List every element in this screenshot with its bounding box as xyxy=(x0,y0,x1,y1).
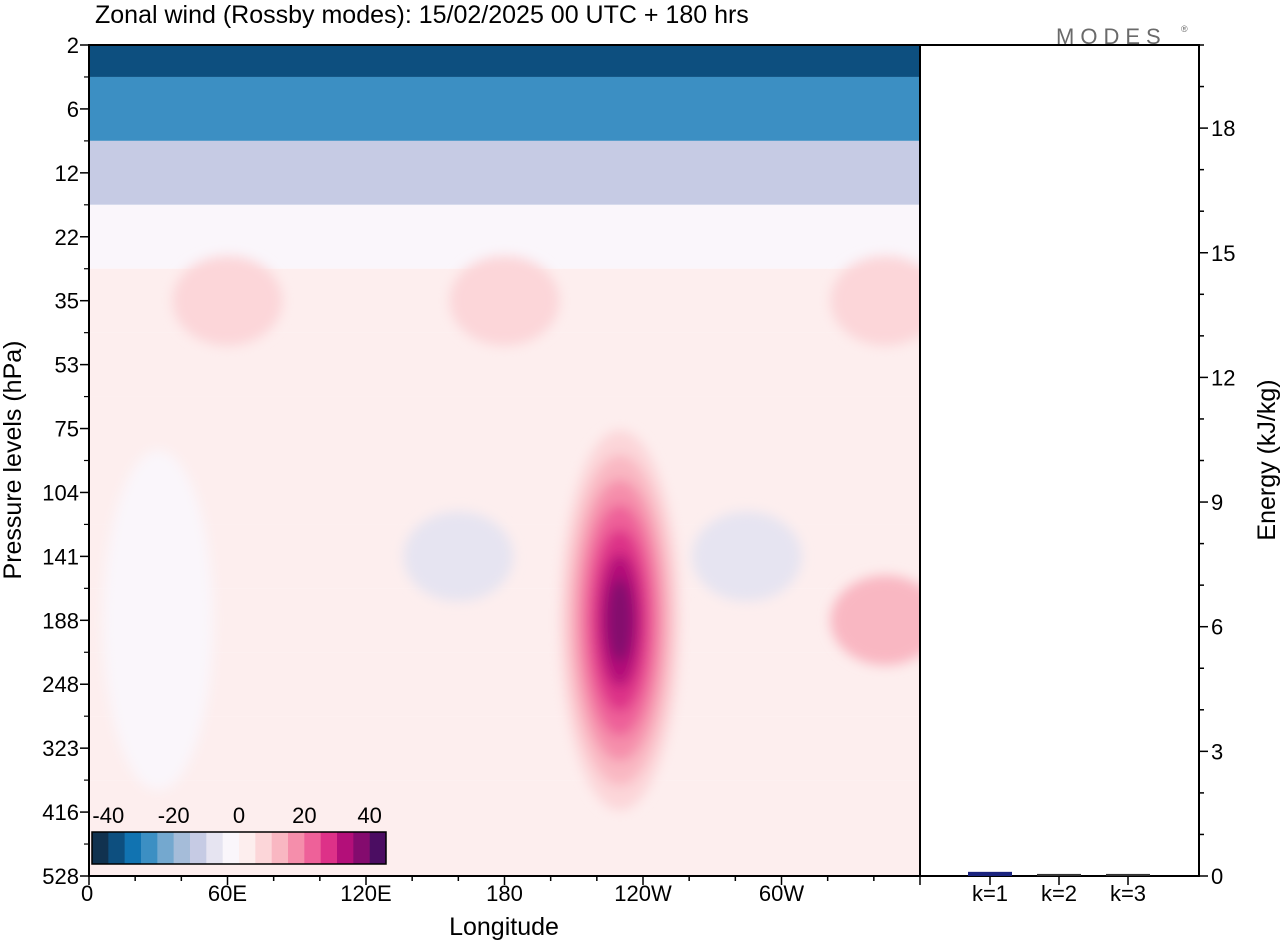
mode-axis: k=1 k=2 k=3 xyxy=(972,876,1146,906)
contour-field xyxy=(89,45,920,876)
pressure-tick-label: 75 xyxy=(55,417,79,442)
field-band xyxy=(89,460,920,525)
colorbar-cell xyxy=(108,832,125,864)
energy-bars xyxy=(968,871,1150,876)
pressure-tick-label: 528 xyxy=(42,864,79,889)
mode-tick-label: k=1 xyxy=(972,881,1008,906)
colorbar-cell xyxy=(157,832,174,864)
x-axis-label: Longitude xyxy=(449,913,559,941)
longitude-tick-label: 60W xyxy=(759,881,804,906)
field-feature xyxy=(691,511,802,602)
field-feature xyxy=(606,578,634,663)
energy-tick-label: 15 xyxy=(1211,241,1235,266)
energy-axis: 0 3 6 9 12 15 18 xyxy=(1199,44,1235,889)
pressure-tick-label: 22 xyxy=(55,225,79,250)
energy-axis-label: Energy (kJ/kg) xyxy=(1253,379,1280,540)
energy-tick-label: 18 xyxy=(1211,116,1235,141)
field-band xyxy=(89,716,920,781)
colorbar-cell xyxy=(288,832,305,864)
energy-tick-label: 9 xyxy=(1211,490,1223,515)
field-feature xyxy=(830,575,920,666)
longitude-tick-label: 0 xyxy=(81,881,93,906)
pressure-tick-label: 6 xyxy=(67,97,79,122)
colorbar-tick-label: 0 xyxy=(233,803,245,828)
y-axis-label: Pressure levels (hPa) xyxy=(0,341,27,580)
colorbar-cell xyxy=(190,832,207,864)
colorbar-tick-label: 20 xyxy=(292,803,316,828)
colorbar-cell xyxy=(222,832,240,864)
field-band xyxy=(89,588,920,653)
field-band xyxy=(89,396,920,461)
field-feature xyxy=(449,255,560,346)
energy-bar xyxy=(1106,873,1150,876)
colorbar-cell xyxy=(337,832,354,864)
mode-tick-label: k=3 xyxy=(1110,881,1146,906)
mode-tick-label: k=2 xyxy=(1041,881,1077,906)
pressure-axis: 2 6 12 22 35 53 75 104 141 188 248 323 416 528 xyxy=(42,33,89,889)
energy-tick-label: 12 xyxy=(1211,365,1235,390)
longitude-tick-label: 120W xyxy=(614,881,672,906)
field-band xyxy=(89,652,920,717)
colorbar-cell xyxy=(304,832,321,864)
colorbar-frame xyxy=(91,831,387,865)
longitude-axis: 0 60E 120E 180 120W 60W xyxy=(81,876,921,906)
longitude-tick-label: 60E xyxy=(208,881,247,906)
pressure-tick-label: 141 xyxy=(42,544,79,569)
colorbar: -40 -20 0 20 40 xyxy=(91,803,387,865)
field-feature xyxy=(830,255,920,346)
colorbar-cell xyxy=(320,832,338,864)
pressure-tick-label: 416 xyxy=(42,800,79,825)
field-band xyxy=(89,140,920,205)
pressure-tick-label: 2 xyxy=(67,33,79,58)
field-feature xyxy=(172,255,283,346)
energy-panel-frame xyxy=(919,44,1200,877)
logo-mark: ® xyxy=(1181,24,1188,34)
longitude-tick-label: 120E xyxy=(340,881,391,906)
energy-bar xyxy=(968,871,1012,876)
field-feature xyxy=(103,450,214,791)
pressure-tick-label: 12 xyxy=(55,161,79,186)
colorbar-cell xyxy=(141,832,158,864)
energy-tick-label: 0 xyxy=(1211,864,1223,889)
chart-title: Zonal wind (Rossby modes): 15/02/2025 00… xyxy=(95,1,749,29)
field-band xyxy=(89,76,920,141)
colorbar-cell xyxy=(353,832,370,864)
colorbar-cell xyxy=(124,832,142,864)
colorbar-cell xyxy=(369,832,387,864)
energy-tick-label: 3 xyxy=(1211,739,1223,764)
field-feature xyxy=(403,511,514,602)
colorbar-tick-label: -20 xyxy=(158,803,190,828)
colorbar-cell xyxy=(255,832,272,864)
colorbar-cell xyxy=(92,832,109,864)
pressure-tick-label: 53 xyxy=(55,353,79,378)
pressure-tick-label: 323 xyxy=(42,736,79,761)
pressure-tick-label: 104 xyxy=(42,480,79,505)
colorbar-tick-label: 40 xyxy=(357,803,381,828)
colorbar-cell xyxy=(173,832,191,864)
longitude-tick-label: 180 xyxy=(486,881,523,906)
field-band xyxy=(89,45,920,77)
colorbar-cell xyxy=(239,832,256,864)
energy-bar xyxy=(1037,873,1081,876)
colorbar-tick-label: -40 xyxy=(92,803,124,828)
pressure-tick-label: 188 xyxy=(42,608,79,633)
colorbar-cell xyxy=(271,832,289,864)
pressure-tick-label: 248 xyxy=(42,672,79,697)
pressure-tick-label: 35 xyxy=(55,289,79,314)
colorbar-cell xyxy=(206,832,223,864)
energy-tick-label: 6 xyxy=(1211,615,1223,640)
